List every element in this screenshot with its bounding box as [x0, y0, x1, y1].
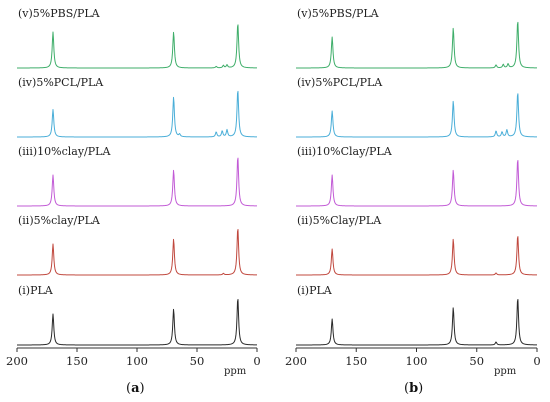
spectrum-line	[17, 90, 257, 138]
x-tick-label: 0	[253, 354, 260, 368]
x-tick-label: 50	[469, 354, 484, 368]
spectrum-trace: (ii)5%Clay/PLA	[296, 214, 537, 276]
panel-a-x-unit: ppm	[224, 366, 247, 377]
panel-a: (v)5%PBS/PLA (iv)5%PCL/PLA (iii)10%clay/PL…	[6, 7, 261, 396]
series-label: (iv)5%PCL/PLA	[297, 76, 383, 89]
spectrum-trace: (iv)5%PCL/PLA	[296, 76, 537, 138]
panel-b-label: (b)	[404, 381, 423, 396]
series-label: (iii)10%clay/PLA	[18, 145, 111, 158]
panel-b-x-unit: ppm	[494, 366, 517, 377]
spectrum-trace: (i)PLA	[296, 284, 537, 346]
panel-a-x-ticks: 200 150 100 50 0	[6, 348, 261, 368]
spectrum-line	[17, 298, 258, 346]
spectrum-trace: (iii)10%Clay/PLA	[296, 145, 538, 207]
x-tick-label: 200	[285, 354, 307, 368]
spectrum-trace: (iv)5%PCL/PLA	[17, 76, 257, 138]
x-tick-label: 150	[66, 354, 88, 368]
spectrum-line	[296, 159, 538, 207]
spectrum-line	[295, 21, 538, 69]
panel-a-label: (a)	[126, 381, 145, 396]
series-label: (v)5%PBS/PLA	[297, 7, 380, 20]
spectrum-trace: (iii)10%clay/PLA	[17, 145, 258, 207]
series-label: (i)PLA	[18, 284, 54, 297]
spectrum-line	[17, 228, 258, 276]
x-tick-label: 100	[406, 354, 428, 368]
series-label: (i)PLA	[297, 284, 333, 297]
panel-b: (v)5%PBS/PLA (iv)5%PCL/PLA (iii)10%Clay/PL…	[285, 7, 541, 396]
x-tick-label: 200	[6, 354, 28, 368]
panel-a-traces: (v)5%PBS/PLA (iv)5%PCL/PLA (iii)10%clay/PL…	[17, 7, 258, 346]
spectrum-line	[17, 24, 258, 69]
series-label: (iv)5%PCL/PLA	[18, 76, 104, 89]
series-label: (v)5%PBS/PLA	[18, 7, 101, 20]
x-tick-label: 50	[190, 354, 205, 368]
spectrum-trace: (ii)5%clay/PLA	[17, 214, 258, 276]
series-label: (iii)10%Clay/PLA	[297, 145, 393, 158]
panel-b-x-ticks: 200 150 100 50 0	[285, 348, 541, 368]
spectrum-line	[296, 93, 537, 138]
spectrum-line	[296, 298, 537, 346]
panel-b-traces: (v)5%PBS/PLA (iv)5%PCL/PLA (iii)10%Clay/PL…	[295, 7, 538, 346]
series-label: (ii)5%Clay/PLA	[297, 214, 382, 227]
spectrum-trace: (v)5%PBS/PLA	[295, 7, 538, 69]
x-tick-label: 0	[533, 354, 540, 368]
spectrum-trace: (v)5%PBS/PLA	[17, 7, 258, 69]
spectrum-line	[17, 157, 258, 207]
spectrum-trace: (i)PLA	[17, 284, 258, 346]
spectrum-line	[296, 236, 537, 276]
x-tick-label: 100	[126, 354, 148, 368]
series-label: (ii)5%clay/PLA	[18, 214, 101, 227]
x-tick-label: 150	[345, 354, 367, 368]
